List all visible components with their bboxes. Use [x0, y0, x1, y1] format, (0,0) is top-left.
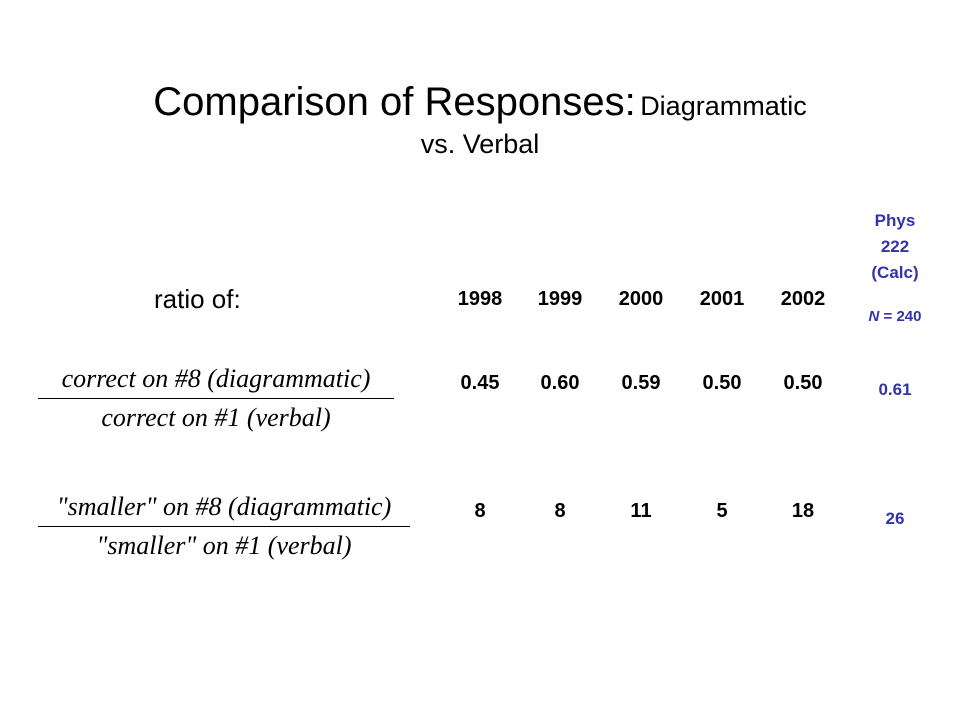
fraction-numerator: "smaller" on #8 (diagrammatic): [56, 492, 392, 521]
title-line-2: vs. Verbal: [420, 129, 540, 159]
fraction-denominator: correct on #1 (verbal): [101, 403, 331, 432]
value-cell: 0.59: [621, 372, 661, 394]
fraction-denominator: "smaller" on #1 (verbal): [96, 531, 352, 560]
value-cell: 5: [716, 500, 728, 522]
value-cell: 8: [554, 500, 566, 522]
value-cell: 0.60: [540, 372, 580, 394]
slide-title: Comparison of Responses: Diagrammatic vs…: [40, 78, 920, 160]
ratio-fraction-correct: correct on #8 (diagrammatic) correct on …: [38, 364, 394, 433]
ratio-label: ratio of:: [154, 284, 241, 314]
phys-header-line: Phys: [874, 211, 916, 230]
value-cell: 8: [474, 500, 486, 522]
n-symbol: N: [868, 308, 880, 325]
title-subtitle: Diagrammatic: [640, 91, 807, 121]
phys-column-header: Phys 222 (Calc): [845, 208, 945, 286]
year-header-1999: 1999: [537, 288, 583, 310]
year-header-2000: 2000: [618, 288, 664, 310]
year-header-2002: 2002: [780, 288, 826, 310]
value-cell: 0.45: [460, 372, 500, 394]
n-value: = 240: [883, 308, 922, 325]
fraction-bar: [38, 398, 394, 399]
title-main: Comparison of Responses:: [153, 80, 636, 124]
value-cell: 18: [791, 500, 815, 522]
phys-value-cell: 26: [885, 509, 905, 528]
phys-sample-size: N = 240: [845, 308, 945, 325]
fraction-bar: [38, 526, 410, 527]
value-cell: 11: [630, 500, 652, 522]
ratio-fraction-smaller: "smaller" on #8 (diagrammatic) "smaller"…: [38, 492, 410, 561]
value-cell: 0.50: [702, 372, 742, 394]
year-header-2001: 2001: [699, 288, 745, 310]
phys-value-cell: 0.61: [878, 380, 912, 399]
fraction-numerator: correct on #8 (diagrammatic): [61, 364, 371, 393]
phys-header-line: (Calc): [871, 263, 919, 282]
value-cell: 0.50: [783, 372, 823, 394]
phys-header-line: 222: [880, 237, 910, 256]
year-header-1998: 1998: [457, 288, 503, 310]
